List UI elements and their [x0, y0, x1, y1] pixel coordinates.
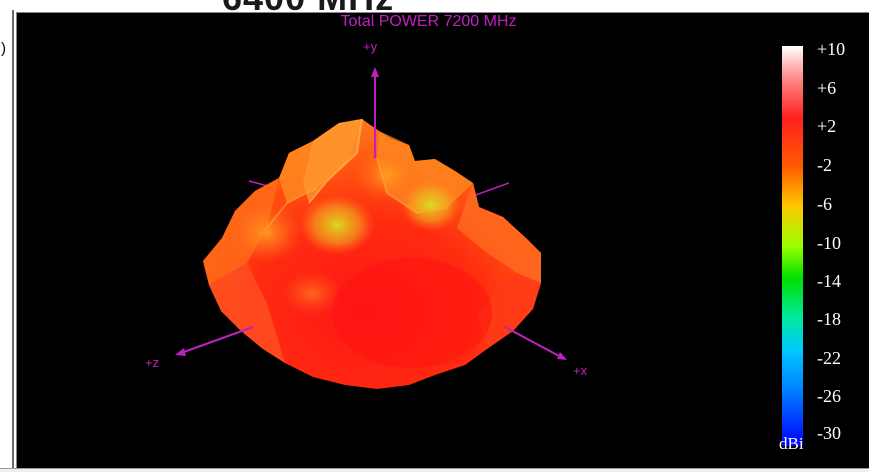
axis-x-line: [504, 326, 562, 358]
axis-z-label: +z: [145, 355, 160, 370]
colorbar-tick: +2: [817, 116, 837, 136]
surface-ridge-1: [308, 118, 363, 204]
colorbar-tick: +6: [817, 78, 837, 98]
axis-z-arrowhead: [175, 348, 186, 356]
bottom-frame-border: [0, 468, 869, 472]
heading-text: 6400 MHz: [222, 0, 492, 12]
surface-highlight-yellow-right: [401, 179, 461, 231]
colorbar-unit-label: dBi: [779, 434, 804, 453]
colorbar-tick: -22: [817, 348, 841, 368]
page-heading-fragment: 6400 MHz: [222, 0, 492, 12]
surface-facet-right-lower: [477, 273, 541, 349]
left-panel-edge: ): [0, 10, 14, 470]
plot-title: Total POWER 7200 MHz: [340, 13, 517, 30]
surface-ridge-2: [376, 157, 448, 215]
colorbar-tick: -26: [817, 386, 841, 406]
surface-highlight-yellow-left: [299, 195, 375, 255]
surface-facet-notch: [303, 119, 362, 203]
colorbar-tick: -14: [817, 271, 841, 291]
axis-y-arrowhead: [371, 67, 379, 77]
colorbar-tick: -30: [817, 423, 841, 443]
colorbar-tick: +10: [817, 39, 846, 59]
colorbar-tick: -6: [817, 194, 832, 214]
surface-facet-right: [457, 183, 541, 283]
radiation-pattern-3d-scene: [175, 67, 567, 389]
axis-y-label: +y: [363, 39, 378, 54]
axis-z-line: [180, 326, 254, 354]
radiation-pattern-viewport[interactable]: Total POWER 7200 MHz: [16, 12, 869, 469]
colorbar-scale: [782, 46, 803, 446]
surface-highlight-orange-lower: [282, 271, 342, 315]
surface-core-red: [332, 258, 492, 368]
surface-highlight-orange-left: [231, 203, 303, 263]
colorbar-tick: -10: [817, 233, 841, 253]
axis-x-label: +x: [573, 363, 588, 378]
surface-facet-bottom-left: [209, 263, 285, 363]
surface-highlight-orange-top: [355, 149, 419, 201]
left-panel-glyph: ): [1, 40, 6, 57]
colorbar-tick: -2: [817, 155, 832, 175]
colorbar-tick: -18: [817, 309, 841, 329]
axis-x-arrowhead: [557, 352, 567, 360]
surface-ridge-3: [266, 187, 318, 229]
